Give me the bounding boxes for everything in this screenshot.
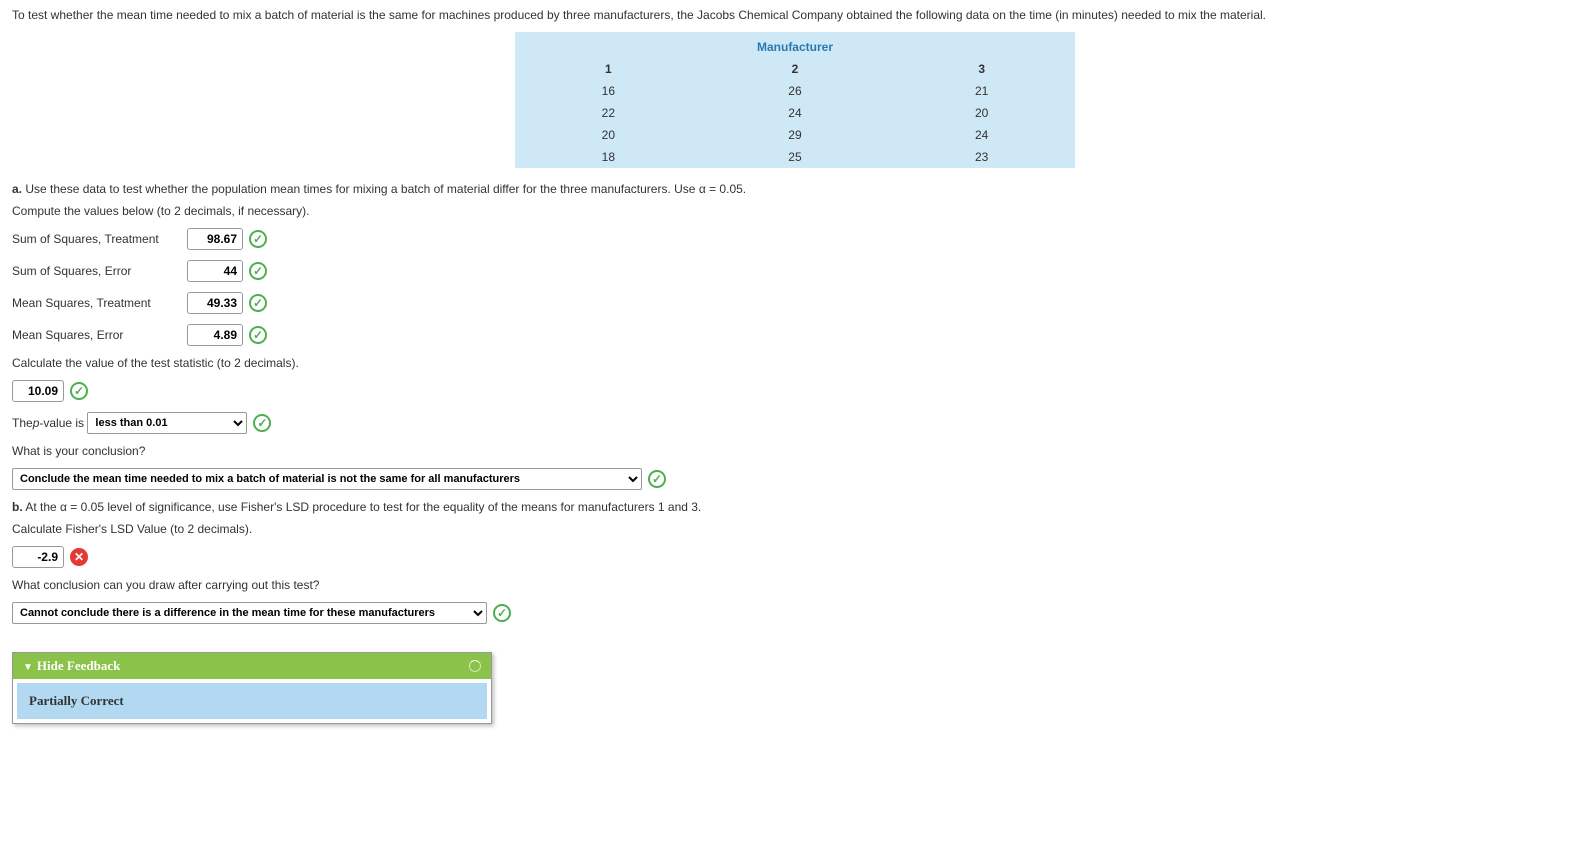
part-b-label: b. [12,500,23,514]
part-b-text: At the α = 0.05 level of significance, u… [25,500,701,514]
feedback-toggle[interactable]: ▼ Hide Feedback [13,653,491,679]
check-icon: ✓ [249,230,267,248]
part-b-prompt: b. At the α = 0.05 level of significance… [12,500,1578,514]
feedback-panel: ▼ Hide Feedback Partially Correct [12,652,492,724]
sst-label: Sum of Squares, Treatment [12,232,187,246]
test-stat-label: Calculate the value of the test statisti… [12,356,1578,370]
check-icon: ✓ [249,294,267,312]
mse-input[interactable] [187,324,243,346]
test-stat-input[interactable] [12,380,64,402]
sse-label: Sum of Squares, Error [12,264,187,278]
cell: 24 [888,124,1075,146]
cell: 26 [702,80,889,102]
pvalue-p: p [33,416,40,430]
check-icon: ✓ [70,382,88,400]
col-header-1: 1 [515,58,702,80]
cell: 22 [515,102,702,124]
conclusion-question: What is your conclusion? [12,444,1578,458]
check-icon: ✓ [249,326,267,344]
cell: 20 [888,102,1075,124]
table-row: 20 29 24 [515,124,1075,146]
cell: 29 [702,124,889,146]
compute-instruction: Compute the values below (to 2 decimals,… [12,204,1578,218]
conclusion-select[interactable]: Conclude the mean time needed to mix a b… [12,468,642,490]
sse-input[interactable] [187,260,243,282]
part-a-prompt: a. Use these data to test whether the po… [12,182,1578,196]
chevron-down-icon: ▼ [23,662,33,673]
table-row: 16 26 21 [515,80,1075,102]
spinner-icon [469,660,481,672]
cell: 16 [515,80,702,102]
table-row: 22 24 20 [515,102,1075,124]
cell: 24 [702,102,889,124]
lsd-label: Calculate Fisher's LSD Value (to 2 decim… [12,522,1578,536]
col-header-2: 2 [702,58,889,80]
pvalue-prefix: The [12,416,33,430]
cell: 21 [888,80,1075,102]
part-b-conclusion-q: What conclusion can you draw after carry… [12,578,1578,592]
feedback-toggle-label: Hide Feedback [37,658,120,673]
x-icon: ✕ [70,548,88,566]
data-table-container: Manufacturer 1 2 3 16 26 21 22 24 20 20 … [12,32,1578,168]
part-b-conclusion-select[interactable]: Cannot conclude there is a difference in… [12,602,487,624]
feedback-status: Partially Correct [13,679,491,723]
pvalue-select[interactable]: less than 0.01 [87,412,247,434]
part-a-label: a. [12,182,22,196]
check-icon: ✓ [253,414,271,432]
check-icon: ✓ [648,470,666,488]
col-header-3: 3 [888,58,1075,80]
cell: 25 [702,146,889,168]
check-icon: ✓ [493,604,511,622]
table-title: Manufacturer [515,32,1075,58]
pvalue-suffix: -value is [39,416,84,430]
mse-label: Mean Squares, Error [12,328,187,342]
cell: 20 [515,124,702,146]
cell: 23 [888,146,1075,168]
sst-input[interactable] [187,228,243,250]
mst-input[interactable] [187,292,243,314]
intro-text: To test whether the mean time needed to … [12,8,1578,22]
mst-label: Mean Squares, Treatment [12,296,187,310]
data-table: Manufacturer 1 2 3 16 26 21 22 24 20 20 … [515,32,1075,168]
cell: 18 [515,146,702,168]
check-icon: ✓ [249,262,267,280]
lsd-input[interactable] [12,546,64,568]
part-a-text: Use these data to test whether the popul… [25,182,746,196]
table-row: 18 25 23 [515,146,1075,168]
